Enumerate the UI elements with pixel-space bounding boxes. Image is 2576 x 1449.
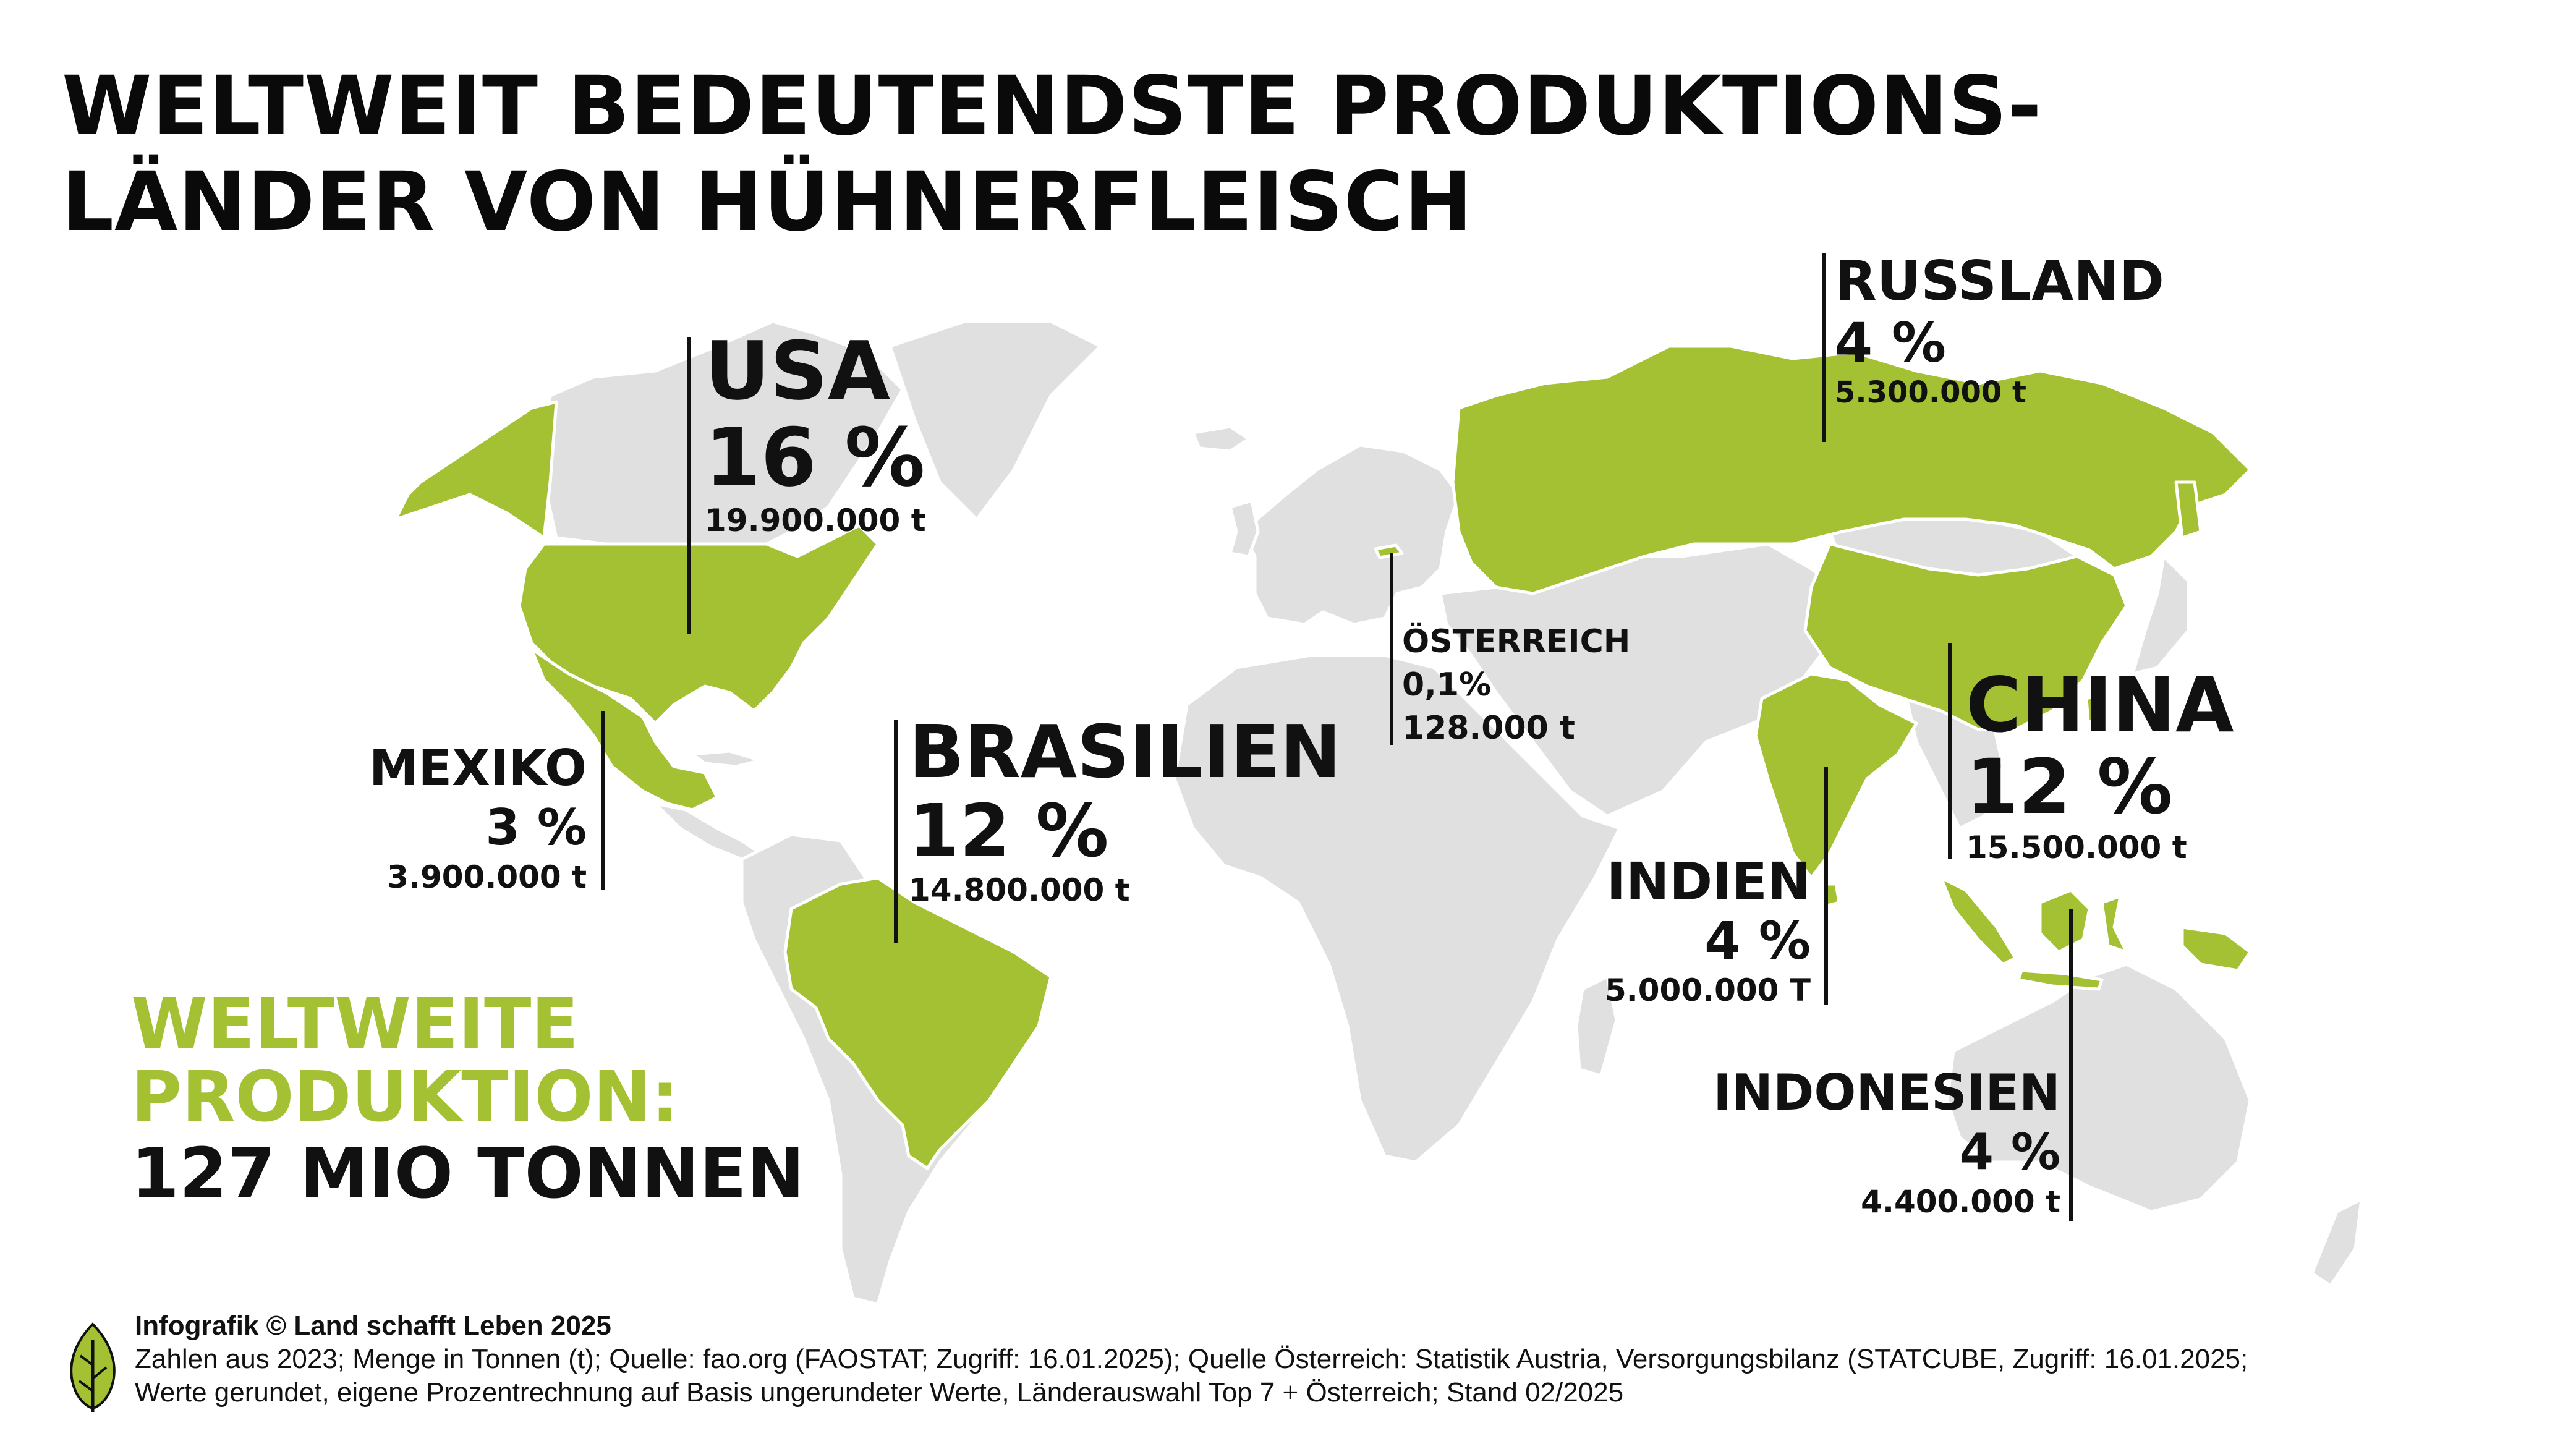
map-china	[1803, 542, 2128, 731]
total-line-1: WELTWEITE	[131, 984, 579, 1064]
footer-source-line-2: Werte gerundet, eigene Prozentrechnung a…	[135, 1377, 1624, 1408]
leader-line-usa	[687, 337, 691, 634]
title-line-1: WELTWEIT BEDEUTENDSTE PRODUKTIONS-	[62, 59, 2043, 154]
page-title: WELTWEIT BEDEUTENDSTE PRODUKTIONS- LÄNDE…	[62, 59, 2042, 250]
map-indonesien-sulawesi	[2100, 894, 2128, 954]
usa-tons: 19.900.000 t	[705, 503, 926, 538]
indonesien-tons: 4.400.000 t	[1861, 1184, 2060, 1220]
leader-line-china	[1948, 643, 1952, 859]
label-mexiko: MEXIKO 3 % 3.900.000 t	[369, 739, 587, 897]
oesterreich-name: ÖSTERREICH	[1402, 623, 1631, 660]
label-russland: RUSSLAND 4 % 5.300.000 t	[1835, 250, 2164, 411]
land-greenland	[888, 320, 1102, 521]
land-central-america	[653, 802, 762, 861]
china-tons: 15.500.000 t	[1966, 830, 2187, 865]
usa-share: 16 %	[705, 410, 925, 504]
land-japan	[2131, 555, 2190, 676]
map-brasilien	[783, 876, 1053, 1170]
usa-name: USA	[705, 324, 890, 418]
map-alaska	[394, 400, 558, 540]
title-line-2: LÄNDER VON HÜHNERFLEISCH	[62, 155, 1473, 250]
indonesien-name: INDONESIEN	[1713, 1064, 2060, 1121]
label-indien: INDIEN 4 % 5.000.000 T	[1605, 852, 1811, 1010]
leader-line-indonesien	[2069, 909, 2073, 1221]
map-russland	[1451, 344, 2252, 595]
total-line-2: PRODUKTION:	[131, 1057, 679, 1137]
oesterreich-share: 0,1%	[1402, 666, 1492, 703]
total-production: WELTWEITE PRODUKTION: 127 MIO TONNEN	[131, 988, 804, 1214]
land-caribbean	[691, 749, 762, 768]
label-oesterreich: ÖSTERREICH 0,1% 128.000 t	[1402, 620, 1630, 750]
oesterreich-tons: 128.000 t	[1402, 710, 1575, 747]
mexiko-name: MEXIKO	[368, 739, 587, 797]
land-europe	[1241, 443, 1461, 626]
mexiko-tons: 3.900.000 t	[387, 859, 587, 895]
map-indien	[1754, 672, 1918, 880]
russland-name: RUSSLAND	[1835, 249, 2164, 313]
indien-share: 4 %	[1704, 911, 1811, 971]
indien-name: INDIEN	[1606, 851, 1811, 912]
leader-line-mexiko	[601, 711, 605, 890]
land-africa	[1173, 653, 1622, 1164]
map-taiwan	[2085, 694, 2101, 724]
label-indonesien: INDONESIEN 4 % 4.400.000 t	[1713, 1063, 2060, 1222]
map-mexiko	[530, 647, 719, 812]
china-share: 12 %	[1966, 743, 2173, 831]
land-new-zealand	[2310, 1197, 2363, 1288]
land-iceland	[1191, 425, 1251, 453]
land-madagascar	[1575, 975, 1618, 1077]
mexiko-share: 3 %	[485, 799, 587, 856]
label-china: CHINA 12 % 15.500.000 t	[1966, 665, 2234, 867]
leader-line-indien	[1824, 767, 1828, 1005]
russland-share: 4 %	[1835, 311, 1947, 375]
map-indonesien-java	[2017, 969, 2104, 991]
footer-copyright: Infografik © Land schafft Leben 2025	[135, 1311, 611, 1341]
brasilien-share: 12 %	[909, 788, 1109, 873]
map-indonesien-kalimantan	[2038, 888, 2091, 954]
label-usa: USA 16 % 19.900.000 t	[705, 328, 926, 540]
leader-line-brasilien	[894, 720, 898, 943]
russland-tons: 5.300.000 t	[1835, 375, 2026, 410]
map-indonesien-papua	[2180, 925, 2252, 972]
indonesien-share: 4 %	[1959, 1123, 2060, 1181]
leader-line-russland	[1822, 253, 1826, 442]
footer-text: Infografik © Land schafft Leben 2025 Zah…	[135, 1309, 2248, 1409]
footer-source-line-1: Zahlen aus 2023; Menge in Tonnen (t); Qu…	[135, 1344, 2248, 1374]
map-oesterreich	[1374, 543, 1404, 559]
label-brasilien: BRASILIEN 12 % 14.800.000 t	[909, 712, 1341, 910]
total-line-3: 127 MIO TONNEN	[131, 1134, 805, 1214]
map-sachalin	[2174, 480, 2203, 540]
brasilien-tons: 14.800.000 t	[909, 872, 1130, 908]
indien-tons: 5.000.000 T	[1604, 972, 1811, 1008]
brasilien-name: BRASILIEN	[909, 709, 1341, 794]
map-indonesien-sumatra	[1939, 876, 2017, 966]
leader-line-oesterreich	[1390, 553, 1393, 745]
leaf-logo-icon	[70, 1322, 116, 1412]
land-uk	[1228, 499, 1260, 558]
china-name: CHINA	[1966, 661, 2234, 749]
